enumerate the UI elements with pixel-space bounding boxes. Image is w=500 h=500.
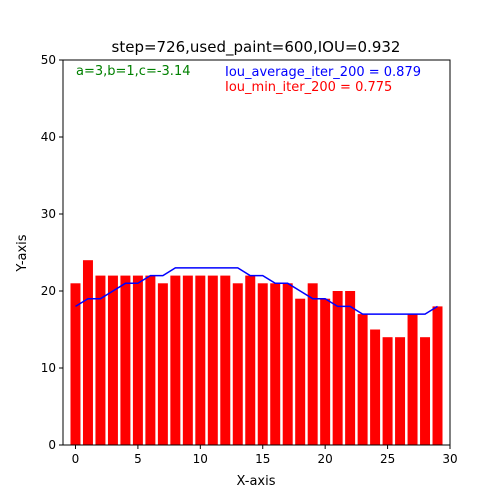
bar-18	[295, 298, 306, 445]
x-tick-label-20: 20	[318, 452, 333, 466]
y-tick-label-10: 10	[41, 361, 56, 375]
bar-11	[207, 275, 218, 445]
x-tick-label-0: 0	[72, 452, 80, 466]
bar-9	[182, 275, 193, 445]
bar-26	[395, 337, 406, 445]
annotation-iou-min: Iou_min_iter_200 = 0.775	[225, 80, 392, 95]
plot-frame	[62, 59, 451, 446]
y-tick-label-0: 0	[48, 438, 56, 452]
bar-16	[270, 283, 281, 445]
y-tick-label-40: 40	[41, 130, 56, 144]
bar-0	[70, 283, 81, 445]
bar-27	[407, 314, 418, 445]
x-ticks-group: 0 5 10 15 20 25 30	[72, 445, 458, 466]
bar-3	[107, 275, 118, 445]
bar-20	[320, 298, 331, 445]
bar-15	[257, 283, 268, 445]
bar-1	[82, 260, 93, 445]
bar-17	[282, 283, 293, 445]
bar-13	[232, 283, 243, 445]
x-tick-label-30: 30	[442, 452, 457, 466]
x-tick-label-15: 15	[255, 452, 270, 466]
x-tick-label-10: 10	[193, 452, 208, 466]
bars-group	[70, 260, 443, 445]
bar-25	[382, 337, 393, 445]
bar-10	[195, 275, 206, 445]
bar-24	[370, 329, 381, 445]
bar-21	[332, 291, 343, 445]
y-axis-label: Y-axis	[15, 234, 30, 272]
bar-8	[170, 275, 181, 445]
bar-19	[307, 283, 318, 445]
bar-5	[132, 275, 143, 445]
bar-2	[95, 275, 106, 445]
series-line	[75, 267, 438, 315]
x-axis-label: X-axis	[237, 474, 276, 489]
bar-28	[420, 337, 431, 445]
bar-29	[432, 306, 443, 445]
x-tick-label-25: 25	[380, 452, 395, 466]
y-tick-label-50: 50	[41, 53, 56, 67]
chart-title: step=726,used_paint=600,IOU=0.932	[112, 38, 401, 57]
bar-22	[345, 291, 356, 445]
y-ticks-group: 0 10 20 30 40 50	[41, 53, 63, 452]
annotation-params: a=3,b=1,c=-3.14	[76, 64, 191, 79]
bar-23	[357, 314, 368, 445]
y-tick-label-20: 20	[41, 284, 56, 298]
bar-12	[220, 275, 231, 445]
bar-6	[145, 275, 156, 445]
x-tick-label-5: 5	[134, 452, 142, 466]
bar-7	[157, 283, 168, 445]
bar-14	[245, 275, 256, 445]
y-tick-label-30: 30	[41, 207, 56, 221]
bar-4	[120, 275, 131, 445]
annotation-iou-average: Iou_average_iter_200 = 0.879	[225, 65, 421, 80]
